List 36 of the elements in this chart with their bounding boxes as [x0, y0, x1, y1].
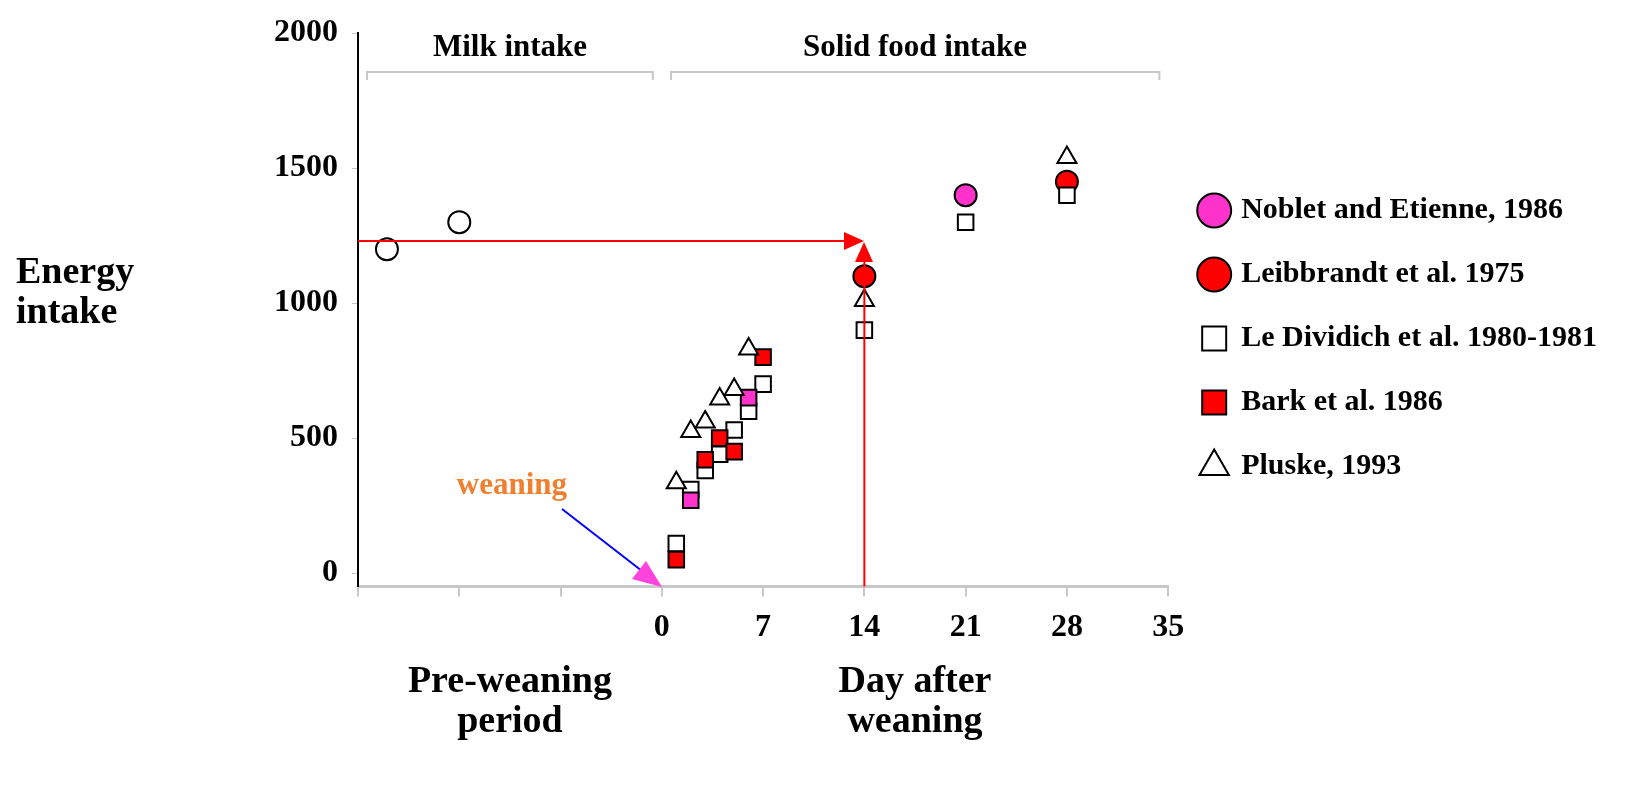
y-axis-title: Energy intake [16, 248, 136, 331]
point [374, 237, 399, 262]
y-tick-label: 1500 [274, 147, 338, 184]
x-tick-label: 0 [653, 607, 670, 644]
point [754, 348, 772, 366]
x-axis-title: Day after weaning [837, 657, 993, 740]
point [754, 375, 772, 393]
point [447, 210, 472, 235]
y-tick-label: 2000 [274, 12, 338, 49]
legend-label: Le Dividich et al. 1980-1981 [1241, 319, 1597, 353]
legend-label: Pluske, 1993 [1241, 447, 1402, 481]
point [696, 450, 714, 469]
point [667, 550, 686, 569]
point [725, 421, 743, 439]
annotation: Solid food intake [803, 28, 1027, 64]
annotation: weaning [456, 465, 568, 501]
text: Pre-weaning period [406, 657, 613, 740]
point [956, 213, 975, 231]
point [725, 442, 743, 461]
legend-label: Bark et al. 1986 [1241, 383, 1443, 417]
y-tick-label: 0 [322, 552, 338, 589]
point [953, 183, 978, 208]
x-tick-label: 35 [1152, 607, 1185, 644]
point [1058, 186, 1076, 204]
x-tick-label: 28 [1050, 607, 1083, 644]
point [852, 264, 877, 289]
y-tick-label: 500 [290, 417, 338, 454]
y-tick-label: 1000 [274, 282, 338, 319]
x-tick-label: 21 [949, 607, 982, 644]
x-tick-label: 7 [755, 607, 772, 644]
point [681, 491, 700, 509]
point [710, 429, 729, 447]
annotation: Milk intake [432, 28, 588, 64]
legend-label: Noblet and Etienne, 1986 [1241, 191, 1563, 225]
legend-label: Leibbrandt et al. 1975 [1241, 255, 1525, 289]
x-tick-label: 14 [848, 607, 881, 644]
